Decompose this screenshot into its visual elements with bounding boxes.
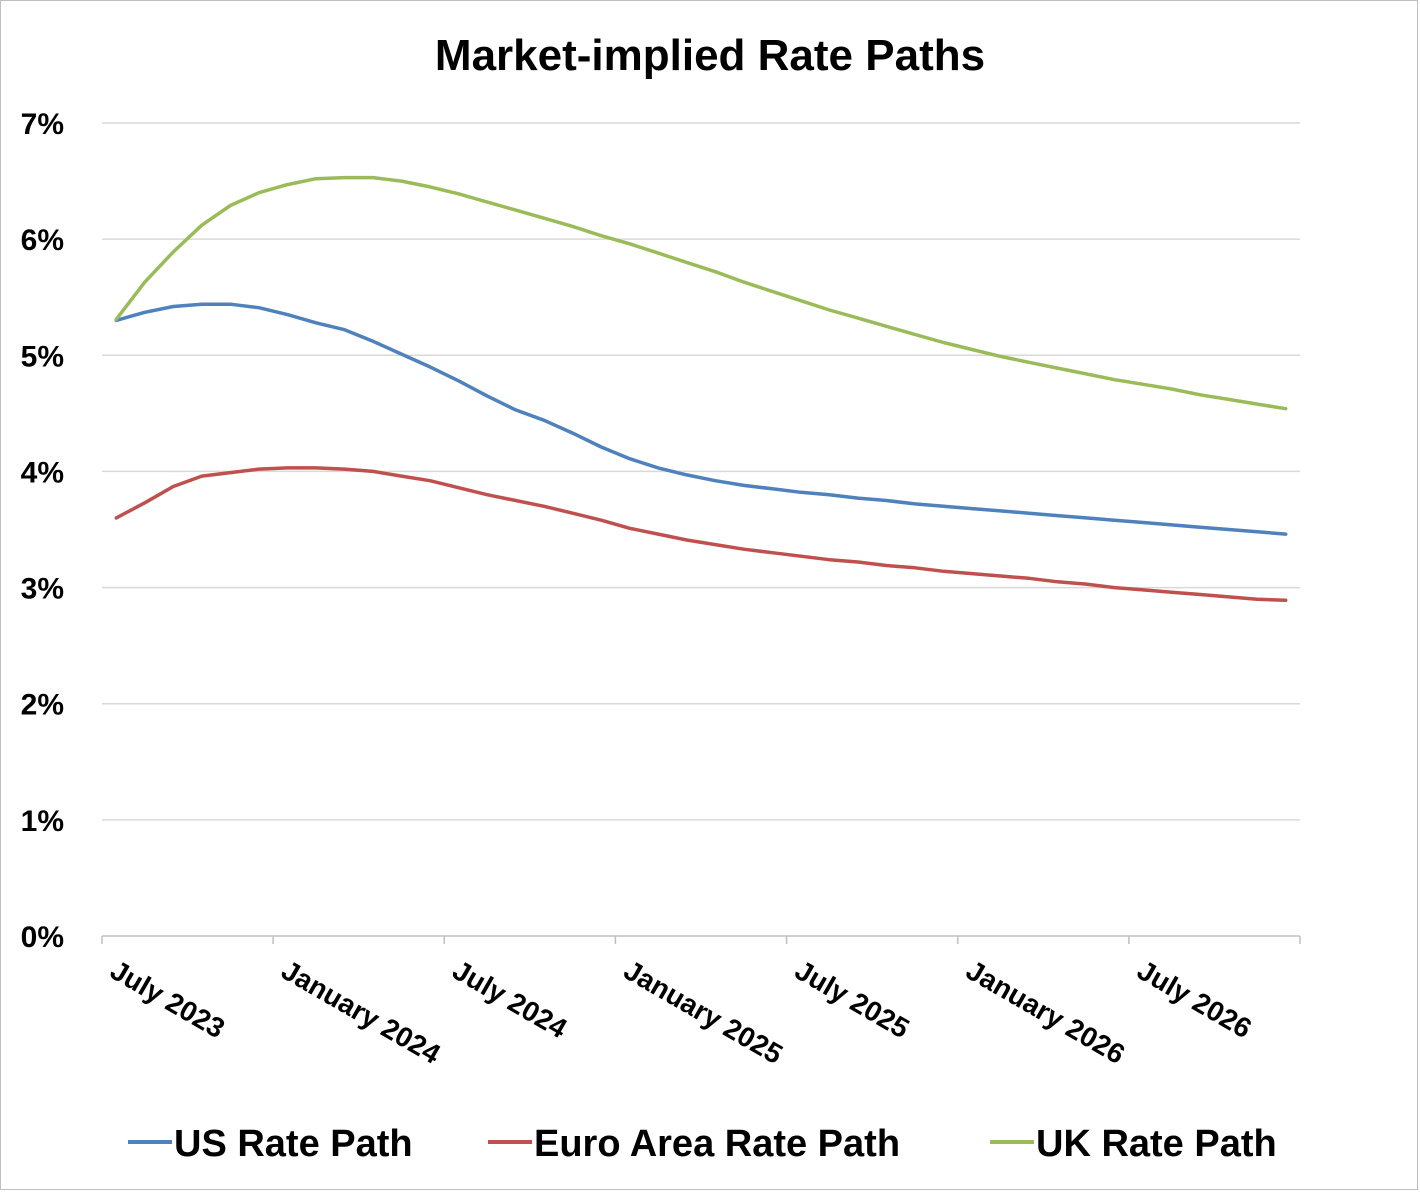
- x-axis: [101, 935, 1301, 944]
- legend-item: Euro Area Rate Path: [488, 1123, 900, 1165]
- legend-item: UK Rate Path: [990, 1123, 1277, 1165]
- y-tick-label: 4%: [21, 456, 64, 489]
- y-tick-label: 1%: [21, 805, 64, 838]
- x-tick-label: January 2026: [961, 954, 1130, 1070]
- x-tick-label: July 2026: [1132, 954, 1257, 1044]
- legend: US Rate Path Euro Area Rate Path UK Rate P…: [128, 1123, 1277, 1165]
- gridlines: [102, 122, 1300, 821]
- legend-label: US Rate Path: [174, 1123, 413, 1165]
- y-tick-label: 3%: [21, 573, 64, 606]
- series-lines: [114, 175, 1288, 603]
- x-tick-label: July 2024: [448, 954, 573, 1044]
- series-line-euro-area-rate-path: [114, 466, 1288, 603]
- x-tick-label: January 2025: [619, 954, 788, 1070]
- y-tick-label: 2%: [21, 689, 64, 722]
- y-tick-label: 7%: [21, 108, 64, 141]
- chart-title: Market-implied Rate Paths: [435, 31, 985, 80]
- y-tick-label: 6%: [21, 224, 64, 257]
- series-line-us-rate-path: [114, 302, 1288, 536]
- y-tick-label: 5%: [21, 340, 64, 373]
- x-tick-label: July 2023: [105, 954, 230, 1044]
- legend-label: Euro Area Rate Path: [534, 1123, 900, 1165]
- series-line-uk-rate-path: [114, 175, 1288, 411]
- x-tick-label: July 2025: [790, 954, 915, 1044]
- y-tick-label: 0%: [21, 921, 64, 954]
- x-tick-label: January 2024: [276, 954, 446, 1070]
- legend-label: UK Rate Path: [1036, 1123, 1277, 1165]
- legend-item: US Rate Path: [128, 1123, 413, 1165]
- x-axis-labels: July 2023 January 2024 July 2024 January 20…: [105, 954, 1257, 1070]
- y-axis-labels: 0% 1% 2% 3% 4% 5% 6% 7%: [21, 108, 64, 954]
